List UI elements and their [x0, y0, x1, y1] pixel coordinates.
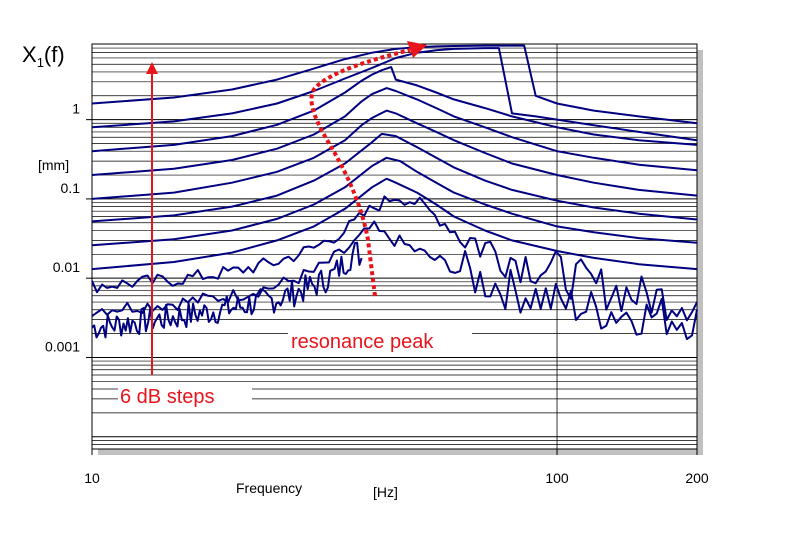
- series-group: [91, 44, 698, 341]
- series-line: [91, 220, 698, 341]
- resonance-label: resonance peak: [291, 331, 434, 353]
- annotations: resonance peak 6 dB steps: [118, 41, 472, 412]
- x-tick-label: 200: [685, 470, 709, 486]
- y-tick-label: 0.1: [61, 180, 81, 196]
- series-line: [91, 66, 698, 153]
- y-tick-label: 0.001: [45, 338, 80, 354]
- x-ticks: 10 100 200: [84, 449, 709, 486]
- series-line: [91, 195, 698, 322]
- series-line: [91, 87, 698, 176]
- series-line: [91, 44, 698, 125]
- x-tick-label: 100: [545, 470, 569, 486]
- series-line: [91, 109, 698, 200]
- series-line: [91, 156, 698, 247]
- x-axis-title: Frequency: [236, 480, 302, 496]
- y-tick-label: 0.01: [53, 259, 80, 275]
- y-tick-label: 1: [72, 101, 80, 117]
- steps-label: 6 dB steps: [120, 386, 215, 408]
- y-axis-title-main: X: [22, 42, 37, 67]
- y-axis-title-sub: 1: [37, 55, 44, 70]
- series-line: [91, 241, 363, 339]
- x-axis-unit: [Hz]: [373, 484, 398, 500]
- series-line: [91, 177, 698, 271]
- series-line: [91, 47, 698, 142]
- y-axis-title-tail: (f): [44, 42, 65, 67]
- y-axis-unit: [mm]: [38, 157, 69, 173]
- resonance-trend-line: [309, 48, 411, 297]
- y-ticks: 1 0.1 0.01 0.001: [45, 101, 92, 358]
- x-tick-label: 10: [84, 470, 100, 486]
- resonance-label-bg: [288, 326, 472, 354]
- steps-arrow-head-icon: [146, 62, 158, 74]
- series-line: [91, 132, 698, 223]
- y-axis-title: X1(f): [22, 42, 65, 70]
- resonance-arrow-head-icon: [407, 41, 427, 58]
- steps-label-bg: [118, 382, 252, 412]
